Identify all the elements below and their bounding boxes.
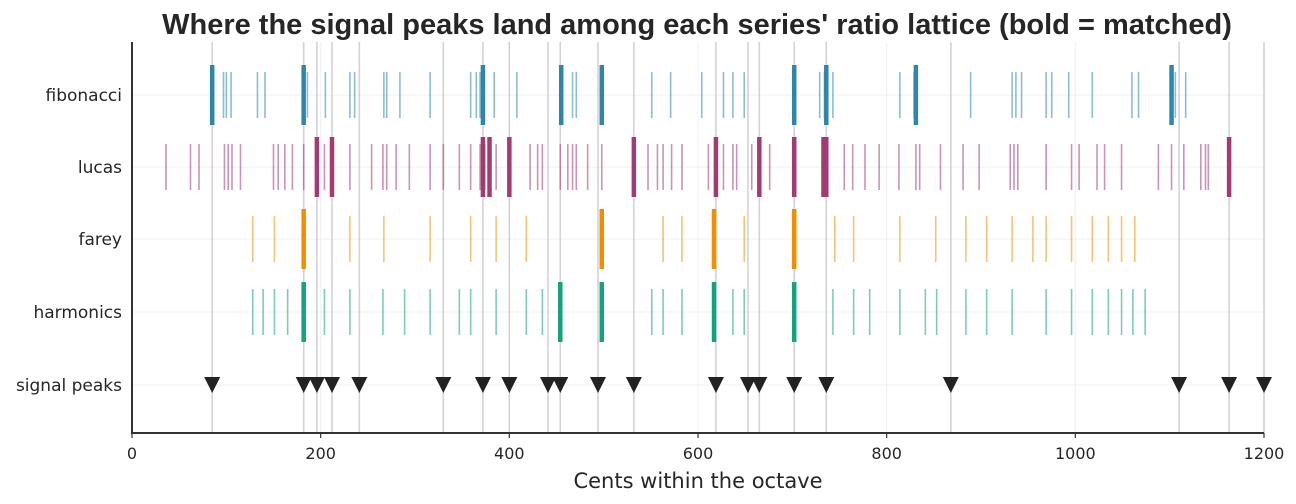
- row-label: farey: [78, 230, 122, 250]
- x-tick-label: 1000: [1055, 444, 1096, 463]
- signal-peak-marker: [942, 377, 959, 393]
- signal-peak-marker: [351, 377, 368, 393]
- x-tick-label: 400: [494, 444, 525, 463]
- chart-title: Where the signal peaks land among each s…: [162, 9, 1232, 41]
- x-tick-label: 600: [683, 444, 714, 463]
- signal-peak-marker: [540, 377, 557, 393]
- signal-peak-marker: [552, 377, 569, 393]
- signal-peak-marker: [295, 377, 312, 393]
- x-tick-label: 200: [305, 444, 336, 463]
- signal-peak-marker: [739, 377, 756, 393]
- signal-peak-marker: [625, 377, 642, 393]
- signal-peak-marker: [501, 377, 518, 393]
- row-label: fibonacci: [45, 86, 122, 106]
- signal-peak-marker: [474, 377, 491, 393]
- signal-peak-marker: [590, 377, 607, 393]
- row-labels: fibonacci lucas farey harmonics signal peaks: [16, 86, 122, 396]
- x-axis-label: Cents within the octave: [573, 469, 822, 493]
- peak-guide-lines: [211, 42, 1265, 433]
- row-label: lucas: [78, 158, 122, 178]
- x-tick-label: 1200: [1244, 444, 1285, 463]
- row-label: harmonics: [33, 303, 122, 323]
- signal-peak-marker: [707, 377, 724, 393]
- signal-peak-marker: [308, 377, 325, 393]
- x-tick-label: 800: [871, 444, 902, 463]
- signal-peak-marker: [751, 377, 768, 393]
- signal-peak-marker: [1221, 377, 1238, 393]
- row-label: signal peaks: [16, 376, 122, 396]
- signal-peak-marker: [435, 377, 452, 393]
- x-tick-label: 0: [127, 444, 137, 463]
- signal-peak-marker: [1171, 377, 1188, 393]
- signal-peak-markers: [204, 377, 1272, 393]
- signal-peak-marker: [323, 377, 340, 393]
- signal-peak-marker: [1256, 377, 1272, 393]
- signal-peak-marker: [786, 377, 803, 393]
- signal-peak-marker: [204, 377, 221, 393]
- lattice-ticks: [165, 65, 1232, 342]
- signal-peak-marker: [818, 377, 835, 393]
- x-tick-labels: 0 200 400 600 800 1000 1200: [127, 433, 1284, 463]
